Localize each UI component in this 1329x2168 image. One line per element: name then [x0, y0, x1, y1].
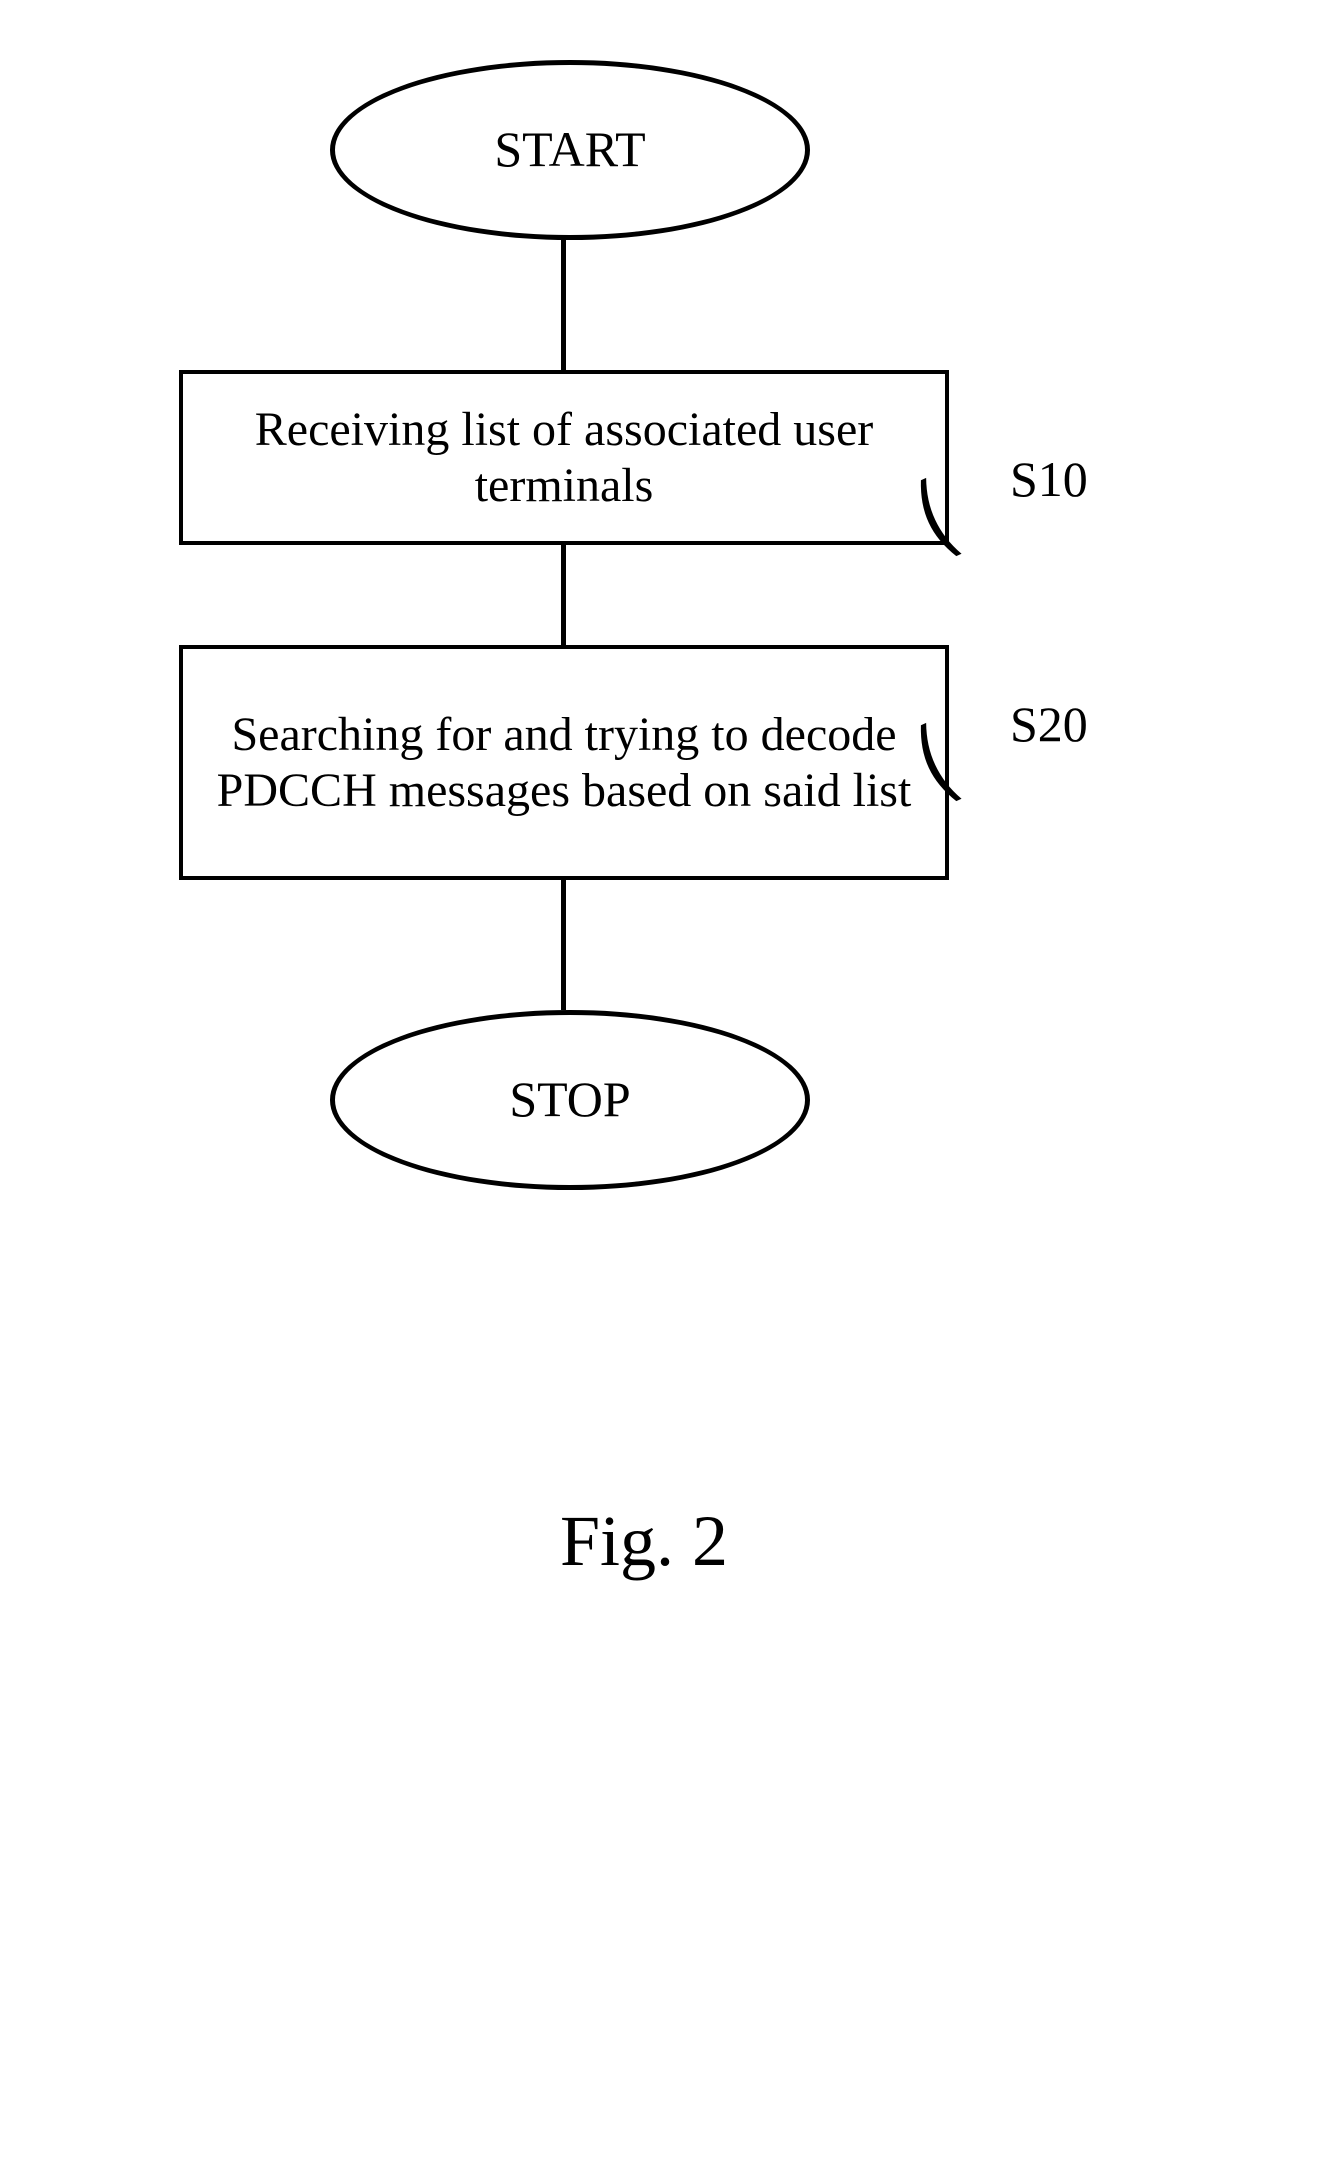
edge-s10-s20: [561, 545, 566, 645]
s10-step-label-text: S10: [1010, 451, 1088, 507]
figure-caption: Fig. 2: [560, 1500, 728, 1583]
figure-caption-text: Fig. 2: [560, 1501, 728, 1581]
stop-terminal: STOP: [330, 1010, 810, 1190]
step-s10: Receiving list of associated user termin…: [179, 370, 949, 545]
step-s20-text: Searching for and trying to decode PDCCH…: [191, 707, 937, 817]
step-s10-text: Receiving list of associated user termin…: [191, 402, 937, 512]
step-s20: Searching for and trying to decode PDCCH…: [179, 645, 949, 880]
stop-label: STOP: [509, 1071, 630, 1129]
start-terminal: START: [330, 60, 810, 240]
s20-step-label-text: S20: [1010, 696, 1088, 752]
s20-step-label: S20: [1010, 695, 1088, 753]
start-label: START: [494, 121, 645, 179]
flowchart-canvas: START Receiving list of associated user …: [0, 0, 1329, 2168]
s10-step-label: S10: [1010, 450, 1088, 508]
edge-start-s10: [561, 240, 566, 370]
edge-s20-stop: [561, 880, 566, 1010]
